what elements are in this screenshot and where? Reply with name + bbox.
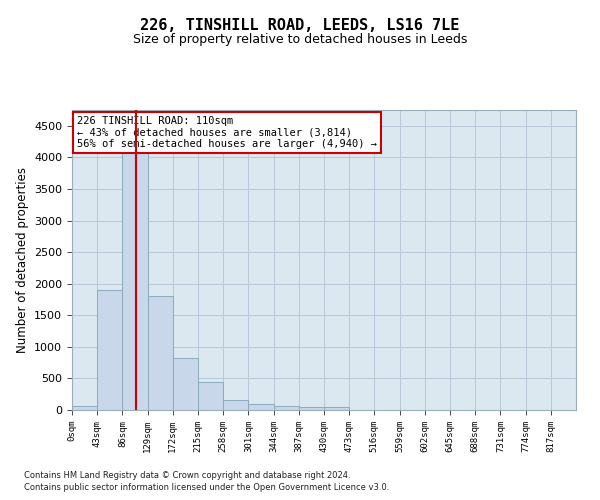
Bar — [97, 290, 122, 410]
Text: 226, TINSHILL ROAD, LEEDS, LS16 7LE: 226, TINSHILL ROAD, LEEDS, LS16 7LE — [140, 18, 460, 32]
Bar — [72, 406, 97, 410]
Text: Contains HM Land Registry data © Crown copyright and database right 2024.: Contains HM Land Registry data © Crown c… — [24, 470, 350, 480]
Bar — [299, 406, 324, 410]
Bar — [173, 358, 198, 410]
Bar — [148, 296, 173, 410]
Text: Contains public sector information licensed under the Open Government Licence v3: Contains public sector information licen… — [24, 483, 389, 492]
Bar — [198, 382, 223, 410]
Y-axis label: Number of detached properties: Number of detached properties — [16, 167, 29, 353]
Text: 226 TINSHILL ROAD: 110sqm
← 43% of detached houses are smaller (3,814)
56% of se: 226 TINSHILL ROAD: 110sqm ← 43% of detac… — [77, 116, 377, 149]
Bar — [324, 407, 349, 410]
Bar — [248, 404, 274, 410]
Bar — [122, 126, 148, 410]
Text: Size of property relative to detached houses in Leeds: Size of property relative to detached ho… — [133, 32, 467, 46]
Bar — [223, 400, 248, 410]
Bar — [274, 406, 299, 410]
